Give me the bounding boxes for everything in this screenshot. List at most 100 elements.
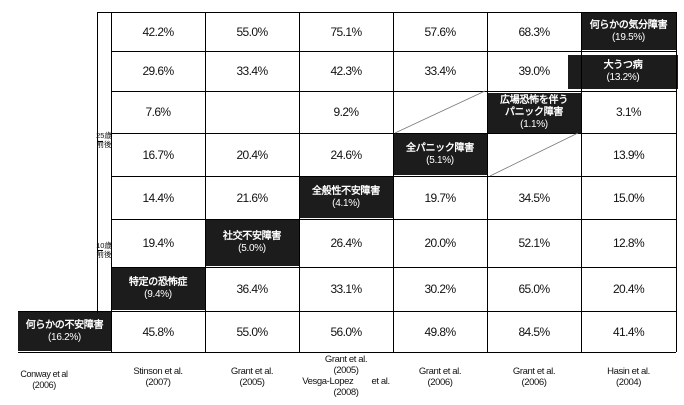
- value-cell-r2-c1: [205, 91, 299, 133]
- value-cell-r6-c2: 33.1%: [330, 282, 362, 296]
- study-name: Grant et al.: [418, 366, 462, 377]
- value-cell-r3-c0: 16.7%: [142, 147, 174, 162]
- grid-hline-1: [111, 51, 676, 52]
- diagonal-label-value: (16.2%): [48, 331, 81, 343]
- diagonal-label-name: 何らかの気分障害: [589, 19, 668, 31]
- study-label-5: Grant et al. (2006): [487, 366, 581, 388]
- grid-vline-3: [393, 12, 394, 352]
- grid-vline-1: [205, 12, 206, 352]
- study-year: (2008): [333, 387, 359, 398]
- study-label-2: Grant et al. (2005): [205, 366, 299, 388]
- study-label-0: Conway et al (2006): [4, 369, 84, 391]
- value-cell-r3-c4: [487, 133, 581, 176]
- value-cell-r0-c2: 75.1%: [330, 24, 362, 39]
- value-cell-r6-c3: 30.2%: [424, 282, 456, 296]
- study-label-3: Grant et al. (2005) Vesga-Lopez et al. (2…: [299, 354, 393, 398]
- value-cell-r2-c3: [393, 91, 487, 133]
- value-cell-r4-c4: 34.5%: [518, 190, 550, 205]
- diagonal-label-name: 広場恐怖を伴う: [500, 95, 568, 106]
- study-name: Hasin et al.: [607, 366, 650, 377]
- grid-hline-6: [111, 267, 676, 268]
- study-year: (2006): [521, 377, 547, 388]
- grid-hline-0: [111, 12, 676, 13]
- diagonal-label-value: (13.2%): [606, 72, 640, 83]
- value-cell-r0-c1: 55.0%: [236, 24, 268, 39]
- grid-hline-5: [111, 219, 676, 220]
- value-cell-r4-c5: 15.0%: [612, 190, 645, 205]
- grid-vline-2: [299, 12, 300, 352]
- value-cell-r0-c4: 68.3%: [518, 24, 550, 39]
- grid-hline-3: [111, 133, 676, 134]
- diagonal-label-name: パニック障害: [504, 107, 564, 118]
- study-name: Stinson et al.: [133, 366, 183, 377]
- diagonal-label-4: 全般性不安障害 (4.1%): [299, 177, 393, 218]
- value-cell-r1-c0: 29.6%: [142, 64, 174, 78]
- grid-hline-8: [18, 352, 676, 353]
- value-cell-r1-c1: 33.4%: [236, 64, 268, 78]
- axis-top-cap: [97, 12, 111, 13]
- diagonal-label-name: 特定の恐怖症: [128, 277, 188, 288]
- grid-hline-4: [111, 176, 676, 177]
- value-cell-r0-c3: 57.6%: [424, 24, 456, 39]
- diagonal-label-7: 何らかの不安障害 (16.2%): [18, 312, 111, 351]
- value-cell-r5-c2: 26.4%: [330, 236, 362, 250]
- diagonal-label-value: (4.1%): [332, 197, 360, 209]
- diagonal-label-6: 特定の恐怖症 (9.4%): [111, 268, 205, 310]
- value-cell-r7-c2: 56.0%: [330, 324, 362, 339]
- value-cell-r7-c0: 45.8%: [142, 324, 174, 339]
- study-year: (2006): [32, 380, 56, 390]
- study-year: (2004): [615, 377, 642, 388]
- value-cell-r4-c1: 21.6%: [236, 190, 268, 205]
- grid-vline-5: [581, 12, 582, 352]
- diagonal-label-2: 広場恐怖を伴う パニック障害 (1.1%): [487, 93, 581, 133]
- study-label-6: Hasin et al. (2004): [581, 366, 676, 388]
- value-cell-r7-c1: 55.0%: [236, 324, 268, 339]
- value-cell-r1-c2: 42.3%: [330, 64, 362, 78]
- value-cell-r1-c4: 39.0%: [518, 64, 550, 78]
- diagonal-label-value: (1.1%): [520, 119, 548, 130]
- study-year: (2005): [239, 377, 265, 388]
- y-axis-tick-mark-1: [97, 250, 103, 251]
- value-cell-r2-c5: 3.1%: [616, 105, 642, 119]
- value-cell-r5-c0: 19.4%: [142, 236, 174, 250]
- value-cell-r7-c4: 84.5%: [518, 324, 550, 339]
- value-cell-r3-c2: 24.6%: [330, 147, 362, 162]
- value-cell-r4-c3: 19.7%: [424, 190, 456, 205]
- diagonal-label-name: 大うつ病: [603, 60, 643, 71]
- value-cell-r3-c5: 13.9%: [612, 147, 645, 162]
- diagonal-label-value: (19.5%): [612, 31, 645, 43]
- value-cell-r5-c5: 12.8%: [612, 236, 645, 250]
- study-name: Grant et al. (2005) Vesga-Lopez et al.: [302, 354, 390, 387]
- study-label-4: Grant et al. (2006): [393, 366, 487, 388]
- y-axis-tick-1: 10歳 前後: [96, 241, 112, 259]
- value-cell-r6-c1: 36.4%: [236, 282, 268, 296]
- diagonal-label-name: 社交不安障害: [222, 231, 282, 242]
- value-cell-r0-c0: 42.2%: [142, 24, 174, 39]
- value-cell-r1-c3: 33.4%: [424, 64, 456, 78]
- y-axis-tick-mark-0: [97, 141, 103, 142]
- diagonal-label-value: (9.4%): [144, 289, 172, 300]
- study-name: Grant et al.: [512, 366, 556, 377]
- study-year: (2006): [427, 377, 453, 388]
- diagonal-label-value: (5.1%): [426, 154, 454, 166]
- value-cell-r6-c4: 65.0%: [518, 282, 550, 296]
- value-cell-r7-c3: 49.8%: [424, 324, 456, 339]
- value-cell-r3-c1: 20.4%: [236, 147, 268, 162]
- value-cell-r2-c0: 7.6%: [145, 105, 172, 119]
- value-cell-r7-c5: 41.4%: [612, 324, 645, 339]
- study-name: Conway et al: [20, 369, 68, 379]
- grid-hline-7: [18, 311, 676, 312]
- diagonal-label-value: (5.0%): [238, 243, 266, 254]
- diagonal-label-3: 全パニック障害 (5.1%): [393, 134, 487, 175]
- diagonal-label-name: 何らかの不安障害: [25, 319, 104, 331]
- study-year: (2007): [145, 377, 171, 388]
- value-cell-r5-c4: 52.1%: [518, 236, 550, 250]
- value-cell-r5-c3: 20.0%: [424, 236, 456, 250]
- value-cell-r2-c2: 9.2%: [333, 105, 360, 119]
- grid-vline-0: [111, 12, 112, 352]
- grid-vline-4: [487, 12, 488, 352]
- diagonal-label-1: 大うつ病 (13.2%): [568, 55, 678, 89]
- grid-vline-6: [676, 12, 677, 352]
- grid-hline-2: [111, 91, 676, 92]
